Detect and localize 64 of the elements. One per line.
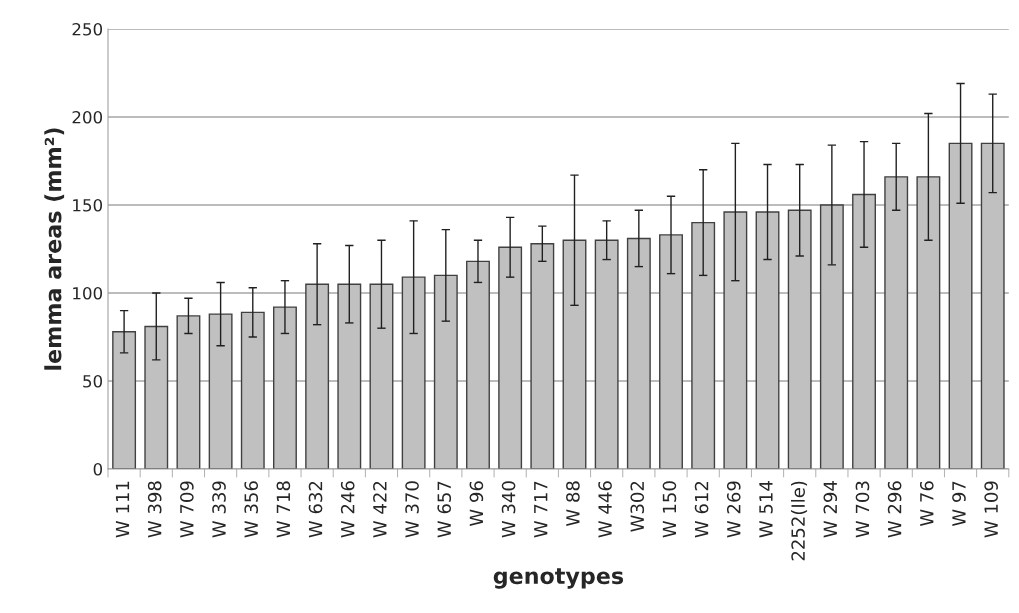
x-tick-label: W 718 <box>276 481 291 538</box>
bar <box>787 209 812 469</box>
x-tick-label: W 88 <box>566 481 580 527</box>
bar <box>369 283 394 469</box>
bar <box>337 283 362 469</box>
bar <box>691 221 716 469</box>
x-tick-label: W 96 <box>469 481 484 527</box>
y-tick-label: 50 <box>83 374 103 388</box>
x-tick-label: W 632 <box>308 481 323 538</box>
x-tick-label: W 97 <box>952 481 966 527</box>
x-tick-label: W 657 <box>437 481 452 538</box>
bar <box>208 313 233 469</box>
y-axis-title: lemma areas (mm²) <box>44 128 65 370</box>
x-tick-label: W 340 <box>501 481 516 538</box>
bar <box>240 311 265 469</box>
bar <box>819 204 844 469</box>
y-tick-label: 150 <box>73 198 103 212</box>
x-tick-label: W 111 <box>115 481 130 538</box>
x-tick-label: W 370 <box>405 481 419 538</box>
x-tick-label: W 612 <box>694 481 709 538</box>
x-tick-label: W 109 <box>984 481 998 538</box>
bar <box>562 239 587 469</box>
x-tick-label: W 356 <box>244 481 259 538</box>
x-tick-label: 2252(Ile) <box>790 481 808 561</box>
x-tick-label: W 717 <box>534 481 548 538</box>
bar <box>723 211 748 469</box>
y-tick-label: 0 <box>93 462 103 476</box>
bar <box>948 142 973 469</box>
x-tick-label: W 150 <box>662 481 677 538</box>
x-tick-label: W 446 <box>598 481 612 538</box>
y-tick-label: 250 <box>72 22 103 36</box>
x-tick-label: W 269 <box>726 481 741 538</box>
bar <box>112 331 137 469</box>
bar <box>176 315 201 469</box>
x-tick-label: W302 <box>630 481 645 532</box>
x-tick-label: W 294 <box>823 481 838 538</box>
x-tick-label: W 422 <box>373 481 387 538</box>
bar <box>466 260 490 469</box>
bar <box>852 193 876 469</box>
y-tick-label: 200 <box>72 110 103 124</box>
bar <box>980 142 1005 469</box>
x-tick-label: W 246 <box>340 481 355 538</box>
bar <box>659 234 683 469</box>
x-tick-label: W 339 <box>212 481 226 538</box>
x-tick-label: W 76 <box>919 481 934 527</box>
y-tick-label: 100 <box>73 286 103 300</box>
bar <box>594 239 619 469</box>
bar <box>498 246 523 469</box>
bar <box>433 274 458 469</box>
x-tick-label: W 709 <box>180 481 194 538</box>
bar <box>144 325 169 469</box>
bar <box>530 243 555 469</box>
bar <box>401 276 426 469</box>
bar <box>273 306 297 469</box>
bar <box>884 176 909 469</box>
x-tick-label: W 514 <box>759 481 773 538</box>
bar <box>755 211 780 469</box>
bar <box>916 176 941 469</box>
x-axis-title: genotypes <box>493 568 624 589</box>
bar <box>626 237 651 469</box>
x-tick-label: W 398 <box>147 481 162 538</box>
x-tick-label: W 296 <box>887 481 902 538</box>
bar <box>305 283 330 469</box>
x-tick-label: W 703 <box>855 481 870 538</box>
